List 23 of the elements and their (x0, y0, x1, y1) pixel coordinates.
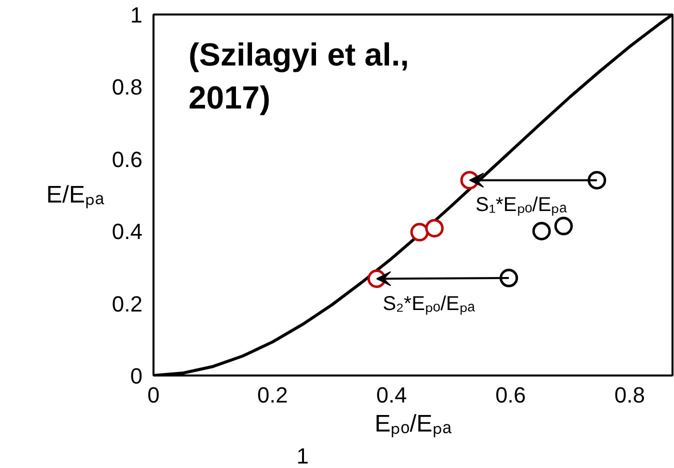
y-tick-label: 0.6 (112, 146, 143, 172)
point (588, 170, 606, 190)
x-axis-title: Eₚₒ/Eₚₐ (374, 410, 452, 438)
point (554, 216, 573, 236)
x-tick-label: 0.4 (376, 382, 407, 408)
x-tick-label: 0 (147, 382, 160, 408)
point (500, 268, 518, 288)
point (425, 218, 444, 238)
annotation: S₂*Eₚₒ/Eₚₐ (382, 292, 476, 315)
text: 1 (296, 444, 309, 468)
point (410, 222, 429, 242)
y-axis-title: E/Eₚₐ (46, 182, 105, 208)
y-tick-label: 0.4 (112, 219, 143, 244)
y-tick-label: 0.2 (112, 291, 143, 316)
annotation: S₁*Eₚₒ/Eₚₐ (476, 194, 568, 216)
point (532, 222, 551, 240)
y-tick-label: 0 (130, 364, 143, 388)
annotation: (Szilagyi et al., 2017) (188, 36, 410, 116)
y-tick-label: 0.8 (112, 74, 143, 100)
y-tick-label: 1 (130, 2, 143, 28)
x-tick-label: 0.2 (257, 382, 288, 408)
x-tick-label: 0.8 (614, 382, 645, 408)
x-tick-label: 0.6 (495, 382, 526, 408)
